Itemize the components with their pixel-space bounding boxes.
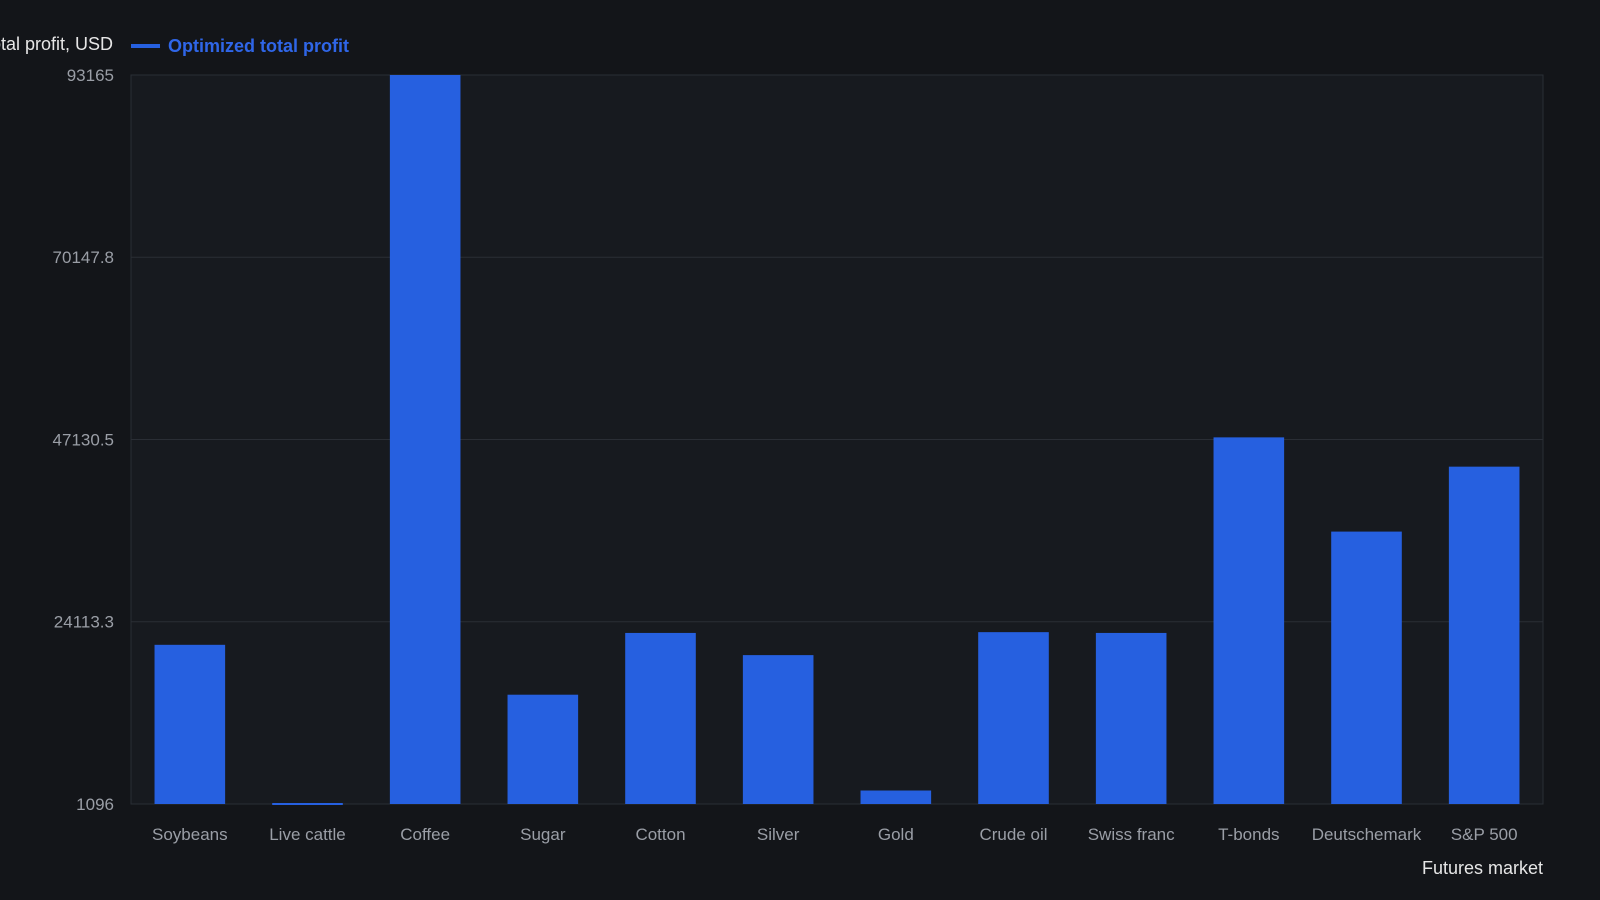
bar-soybeans[interactable] <box>154 644 226 804</box>
x-tick-label: Soybeans <box>152 825 228 844</box>
y-tick-label: 70147.8 <box>53 248 114 267</box>
x-tick-label: Crude oil <box>979 825 1047 844</box>
gridlines <box>131 256 1543 623</box>
x-tick-label: Swiss franc <box>1088 825 1175 844</box>
y-axis: 1096 24113.3 47130.5 70147.8 93165 <box>53 66 114 814</box>
bar-cotton[interactable] <box>625 632 696 804</box>
x-tick-label: Live cattle <box>269 825 346 844</box>
x-tick-label: Sugar <box>520 825 566 844</box>
bar-swiss-franc[interactable] <box>1095 632 1167 804</box>
bar-coffee[interactable] <box>389 75 461 804</box>
bar-s-p-500[interactable] <box>1448 466 1520 804</box>
x-tick-label: T-bonds <box>1218 825 1279 844</box>
legend-label[interactable]: Optimized total profit <box>168 36 349 56</box>
y-tick-label: 1096 <box>76 795 114 814</box>
bar-gold[interactable] <box>860 790 932 804</box>
y-tick-label: 24113.3 <box>54 613 114 632</box>
x-axis: Soybeans Live cattle Coffee Sugar Cotton Silv… <box>152 825 1518 844</box>
bar-sugar[interactable] <box>507 694 579 804</box>
bar-silver[interactable] <box>742 655 814 804</box>
bar-t-bonds[interactable] <box>1213 437 1285 804</box>
x-tick-label: Gold <box>878 825 914 844</box>
x-axis-label: Futures market <box>1422 858 1543 878</box>
bars <box>154 75 1520 805</box>
x-tick-label: Silver <box>757 825 800 844</box>
y-tick-label: 47130.5 <box>53 431 114 450</box>
x-tick-label: Deutschemark <box>1312 825 1422 844</box>
y-axis-label: Total profit, USD <box>0 34 113 54</box>
x-tick-label: S&P 500 <box>1451 825 1518 844</box>
bar-deutschemark[interactable] <box>1331 531 1402 804</box>
bar-live-cattle[interactable] <box>272 803 343 805</box>
x-tick-label: Cotton <box>635 825 685 844</box>
y-tick-label: 93165 <box>67 66 114 85</box>
x-tick-label: Coffee <box>400 825 450 844</box>
bar-crude-oil[interactable] <box>978 632 1049 804</box>
